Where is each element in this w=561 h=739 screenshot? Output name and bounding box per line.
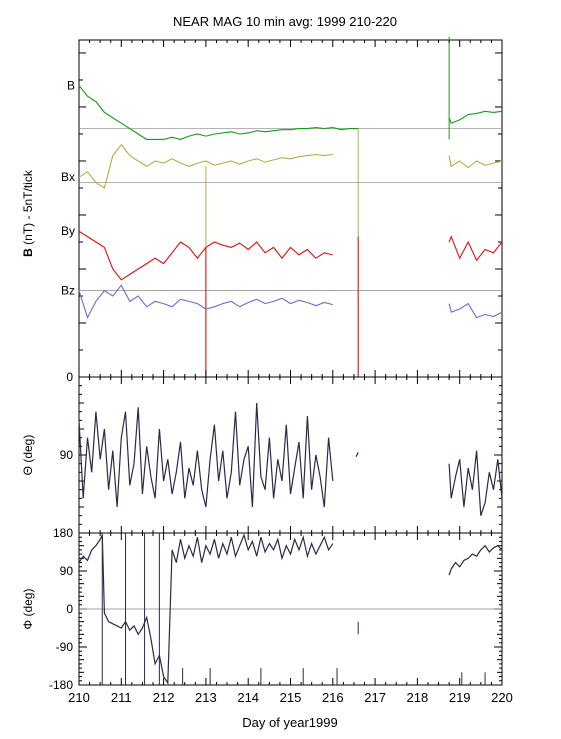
series-label-bx: Bx bbox=[61, 170, 75, 184]
y-tick-label-phi: -180 bbox=[49, 678, 73, 692]
series-phi-line bbox=[78, 533, 334, 685]
series-label-b: B bbox=[67, 78, 75, 92]
chart-title: NEAR MAG 10 min avg: 1999 210-220 bbox=[173, 14, 397, 29]
x-tick-label: 210 bbox=[68, 690, 90, 705]
series-bz-line bbox=[448, 302, 503, 319]
x-tick-label: 212 bbox=[153, 690, 175, 705]
x-tick-label: 214 bbox=[237, 690, 259, 705]
series-theta-line bbox=[448, 450, 503, 516]
series-phi-line bbox=[448, 544, 503, 576]
y-tick-label-phi: -90 bbox=[56, 640, 74, 654]
y-axis-label-b-rest: (nT) - 5nT/tick bbox=[21, 169, 35, 245]
panel-phi: 180 90 0 -90 -180 Φ (deg) 210 211 212 213 214 215 21… bbox=[21, 526, 513, 705]
x-tick-label: 217 bbox=[364, 690, 386, 705]
panel-b-field: B Bx By Bz 0 B (nT) - 5nT/tick bbox=[21, 36, 503, 384]
series-theta-line bbox=[78, 402, 334, 508]
y-tick-label-phi: 90 bbox=[60, 564, 74, 578]
series-b-line bbox=[448, 110, 503, 124]
x-tick-label: 220 bbox=[491, 690, 513, 705]
x-tick-label: 219 bbox=[449, 690, 471, 705]
series-label-bz: Bz bbox=[61, 284, 75, 298]
x-tick-label: 216 bbox=[322, 690, 344, 705]
series-label-by: By bbox=[61, 224, 75, 238]
series-by-line bbox=[448, 235, 503, 262]
x-tick-label: 218 bbox=[407, 690, 429, 705]
x-tick-label: 213 bbox=[195, 690, 217, 705]
y-tick-label-0: 0 bbox=[66, 370, 73, 384]
panel-theta: 90 Θ (deg) bbox=[21, 376, 503, 534]
x-axis-label: Day of year1999 bbox=[242, 715, 337, 730]
y-axis-label-b-bold: B bbox=[21, 245, 35, 257]
y-tick-label-phi: 0 bbox=[66, 602, 73, 616]
panel-b-frame bbox=[78, 39, 503, 378]
x-tick-label: 215 bbox=[280, 690, 302, 705]
y-tick-label-phi: 180 bbox=[53, 526, 73, 540]
y-axis-label-b: B (nT) - 5nT/tick bbox=[21, 169, 35, 257]
panels: B Bx By Bz 0 B (nT) - 5nT/tick 90 Θ (deg) 180 90 0… bbox=[21, 36, 513, 705]
series-by-line bbox=[78, 230, 333, 281]
x-tick-label: 211 bbox=[111, 690, 132, 705]
panel-theta-frame bbox=[78, 376, 503, 534]
series-b-line bbox=[78, 85, 359, 140]
series-bx-line bbox=[448, 155, 503, 169]
y-tick-label-theta: 90 bbox=[60, 448, 74, 462]
series-theta-line bbox=[355, 452, 359, 457]
series-bx-line bbox=[78, 143, 333, 189]
y-axis-label-phi: Φ (deg) bbox=[21, 589, 35, 630]
y-axis-label-theta: Θ (deg) bbox=[21, 435, 35, 476]
series-bz-line bbox=[78, 284, 333, 320]
